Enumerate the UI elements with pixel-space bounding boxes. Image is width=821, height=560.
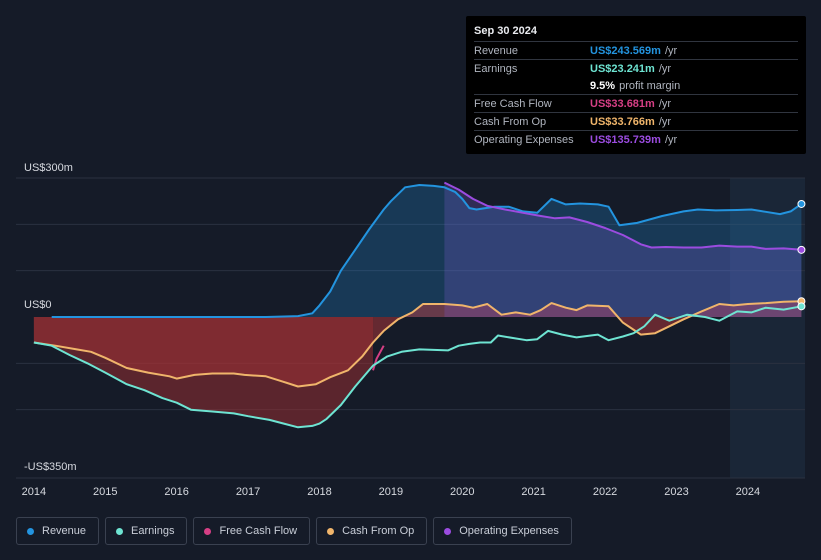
x-tick-label: 2018 (307, 486, 331, 498)
legend-dot-icon (444, 527, 452, 535)
y-tick-label: -US$350m (24, 461, 77, 473)
tooltip-value: 9.5% (590, 79, 616, 92)
operating-expenses-area (444, 182, 802, 317)
legend-label: Cash From Op (342, 525, 415, 537)
tooltip-unit: /yr (664, 133, 678, 146)
legend-dot-icon (27, 527, 34, 535)
tooltip-value: US$33.681m (590, 97, 655, 110)
tooltip-unit: /yr (658, 115, 672, 128)
free-cash-flow-line (372, 345, 385, 371)
tooltip-row: Free Cash Flow US$33.681m/yr (474, 94, 798, 112)
x-tick-label: 2016 (164, 486, 188, 498)
x-tick-label: 2019 (379, 486, 403, 498)
legend-item-free-cash-flow[interactable]: Free Cash Flow (193, 517, 311, 545)
earnings-line (33, 305, 802, 429)
data-tooltip: Sep 30 2024 Revenue US$243.569m/yr Earning… (466, 16, 806, 154)
tooltip-value: US$33.766m (590, 115, 655, 128)
tooltip-row: Revenue US$243.569m/yr (474, 41, 798, 59)
y-tick-label: US$300m (24, 162, 73, 174)
highlight-band (730, 178, 805, 478)
tooltip-unit: /yr (664, 44, 678, 57)
revenue-endpoint (797, 199, 806, 208)
legend-item-revenue[interactable]: Revenue (16, 517, 100, 545)
x-tick-label: 2022 (593, 486, 617, 498)
tooltip-unit: profit margin (619, 79, 681, 92)
operating-expenses-line (443, 181, 802, 251)
tooltip-unit: /yr (658, 97, 672, 110)
legend-label: Earnings (131, 525, 175, 537)
legend-item-cash-from-op[interactable]: Cash From Op (316, 517, 428, 545)
legend-label: Revenue (42, 525, 87, 537)
tooltip-label: Cash From Op (474, 115, 547, 128)
cash-from-op-line (33, 300, 802, 388)
revenue-line (51, 184, 802, 318)
tooltip-unit: /yr (658, 62, 672, 75)
tooltip-value: US$243.569m (590, 44, 661, 57)
legend-label: Operating Expenses (459, 525, 559, 537)
free-cash-flow-area (33, 317, 374, 428)
earnings-endpoint (797, 302, 806, 311)
legend-dot-icon (204, 527, 212, 535)
legend-dot-icon (327, 527, 335, 535)
x-tick-label: 2020 (450, 486, 474, 498)
tooltip-label: Operating Expenses (474, 133, 574, 146)
legend-item-earnings[interactable]: Earnings (105, 517, 188, 545)
x-tick-label: 2015 (93, 486, 117, 498)
tooltip-row: Cash From Op US$33.766m/yr (474, 112, 798, 130)
x-tick-label: 2017 (236, 486, 260, 498)
legend-dot-icon (116, 527, 124, 535)
y-tick-label: US$0 (24, 299, 52, 311)
tooltip-label: Earnings (474, 62, 518, 75)
tooltip-date: Sep 30 2024 (474, 25, 537, 37)
x-tick-label: 2023 (664, 486, 688, 498)
tooltip-row: Operating Expenses US$135.739m/yr (474, 130, 798, 148)
legend-label: Free Cash Flow (219, 525, 298, 537)
tooltip-label: Revenue (474, 44, 519, 57)
tooltip-value: US$23.241m (590, 62, 655, 75)
x-tick-label: 2021 (521, 486, 545, 498)
tooltip-row: 9.5% profit margin (474, 77, 798, 94)
revenue-area (51, 185, 802, 317)
tooltip-value: US$135.739m (590, 133, 661, 146)
tooltip-label: Free Cash Flow (474, 97, 552, 110)
x-tick-label: 2014 (22, 486, 46, 498)
tooltip-row: Earnings US$23.241m/yr (474, 59, 798, 77)
legend-item-operating-expenses[interactable]: Operating Expenses (433, 517, 572, 545)
chart-legend: Revenue Earnings Free Cash Flow Cash From O… (16, 517, 572, 545)
operating-expenses-endpoint (797, 245, 806, 254)
x-tick-label: 2024 (736, 486, 760, 498)
